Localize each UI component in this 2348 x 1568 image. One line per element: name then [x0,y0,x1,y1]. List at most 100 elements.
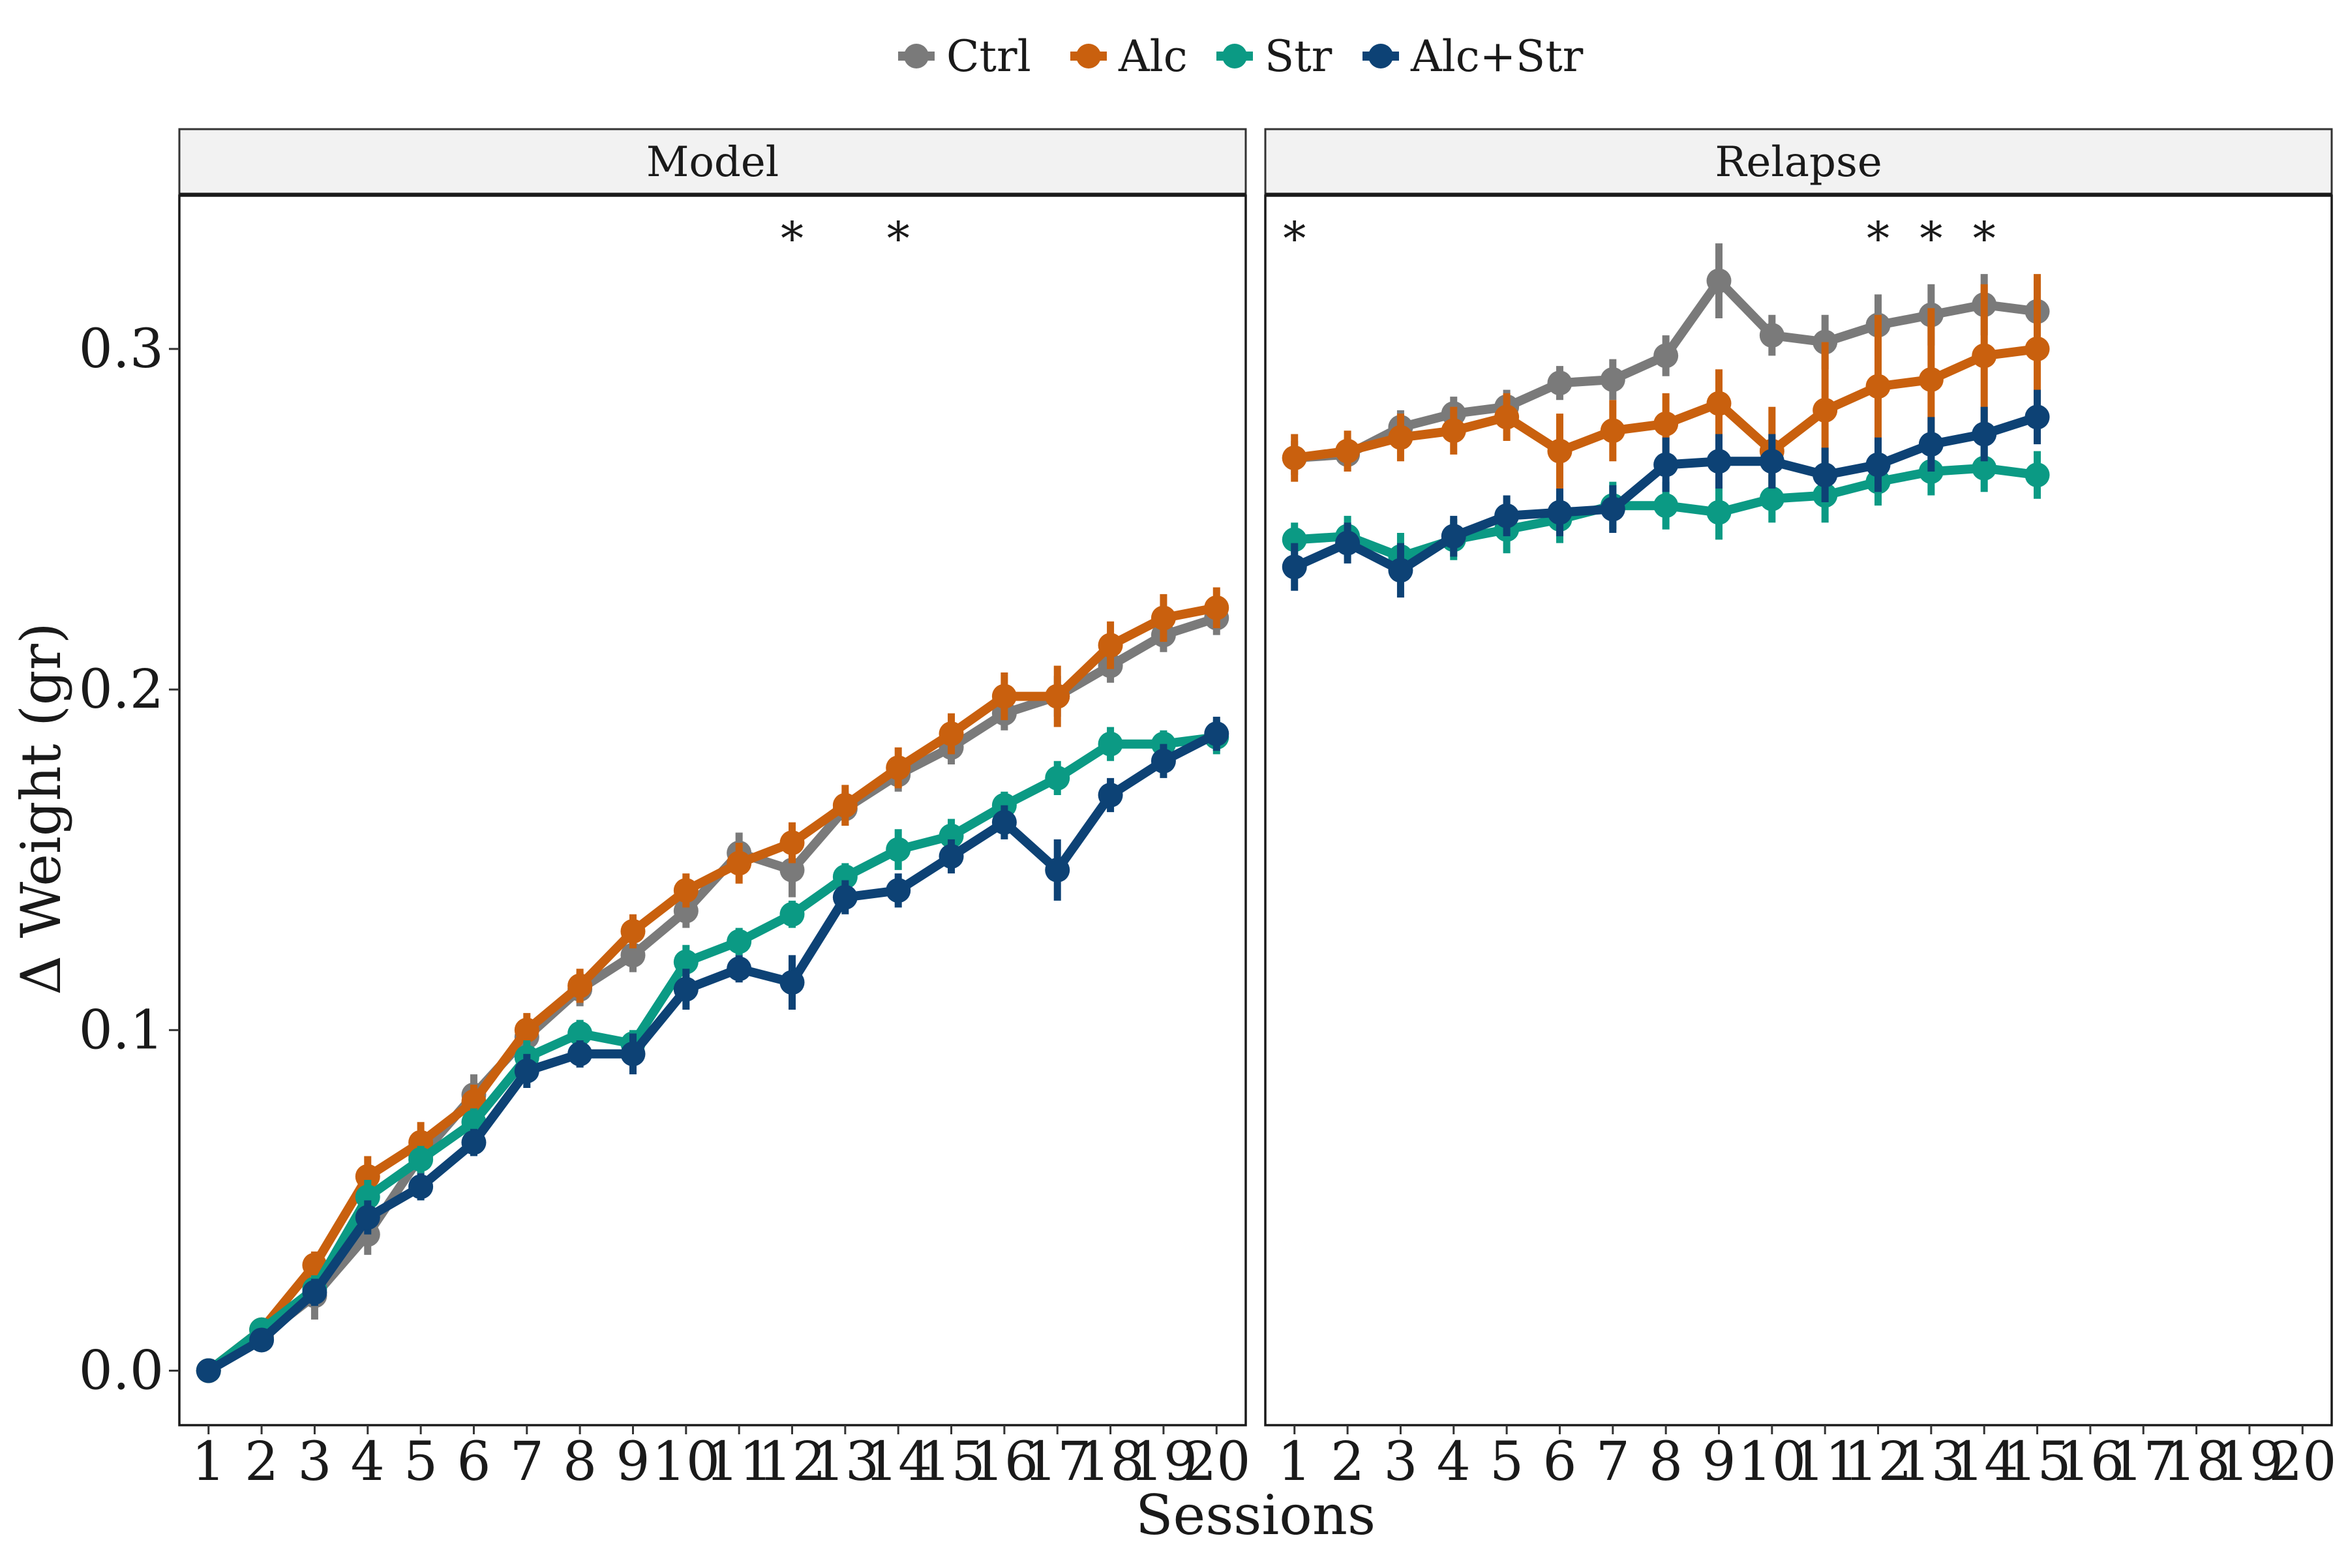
y-tick-label: 0.2 [79,659,164,721]
legend-entry-ctrl: Ctrl [898,31,1031,82]
data-point [1547,370,1573,396]
significance-star: * [1973,212,1996,265]
x-tick-label: 10 [652,1431,720,1493]
panel-border [1264,194,2333,1426]
data-point [514,1018,539,1043]
legend-key-point [904,44,929,68]
data-point [1972,455,1997,481]
data-point [567,973,593,999]
x-axis-title: Sessions [1136,1483,1376,1547]
data-point [1706,391,1732,416]
data-point [727,851,752,876]
legend-key-point [1076,44,1101,68]
panel-border [178,194,1247,1426]
data-point [779,970,805,995]
panel-strip [178,128,1247,196]
data-point [886,878,911,903]
x-tick-label: 6 [457,1431,490,1493]
legend: Ctrl Alc Str Alc+Str [898,31,1584,82]
data-point [355,1205,380,1230]
y-axis-title: Δ Weight (gr) [9,622,73,995]
x-tick-label: 19 [1130,1431,1197,1493]
data-point [673,976,699,1002]
significance-star: * [1867,212,1889,265]
data-point [832,864,858,890]
data-point [832,792,858,818]
legend-entry-alc: Alc [1070,31,1188,82]
data-point [1204,721,1229,747]
data-point [1972,343,1997,369]
data-point [1282,554,1307,580]
data-point [1098,731,1123,757]
data-point [1282,527,1307,552]
data-point [408,1147,434,1172]
data-point [408,1130,434,1155]
data-point [1204,595,1229,620]
data-point [1653,343,1679,369]
data-point [1335,530,1361,556]
x-tick-label: 11 [705,1431,773,1493]
x-tick-label: 16 [971,1431,1038,1493]
significance-star: * [887,212,910,265]
data-point [779,901,805,927]
x-tick-label: 20 [1182,1431,1250,1493]
legend-label: Ctrl [946,31,1031,82]
data-point [1045,765,1070,791]
data-point [2024,336,2050,361]
x-tick-label: 8 [1649,1431,1683,1493]
x-tick-label: 20 [2268,1431,2336,1493]
data-point [620,1041,646,1066]
x-tick-label: 13 [1897,1431,1965,1493]
data-point [2024,404,2050,430]
data-point [1388,558,1413,583]
data-point [620,918,646,944]
data-point [1918,367,1944,392]
x-tick-label: 12 [1844,1431,1912,1493]
data-point [673,949,699,974]
data-point [1759,486,1784,511]
data-point [355,1184,380,1210]
y-tick-label: 0.3 [79,318,164,380]
x-tick-label: 11 [1791,1431,1859,1493]
panel-title: Model [646,138,779,187]
x-tick-label: 2 [1331,1431,1364,1493]
significance-star: * [1283,212,1306,265]
data-point [1494,404,1520,430]
x-tick-label: 12 [758,1431,826,1493]
data-point [1972,421,1997,447]
data-point [1813,397,1838,423]
data-point [567,1041,593,1066]
data-point [1918,432,1944,457]
data-point [1441,418,1466,444]
significance-star: * [781,212,804,265]
data-point [355,1164,380,1189]
data-point [408,1174,434,1199]
data-point [727,929,752,954]
x-tick-label: 15 [2003,1431,2071,1493]
data-point [1151,748,1176,774]
data-point [1441,524,1466,549]
data-point [1098,633,1123,658]
x-tick-label: 1 [1278,1431,1312,1493]
x-tick-label: 5 [404,1431,438,1493]
data-point [567,1021,593,1046]
data-point [886,755,911,781]
data-point [939,721,964,747]
x-tick-label: 4 [1437,1431,1471,1493]
data-point [1600,418,1625,444]
data-point [779,857,805,882]
data-point [1706,268,1732,294]
legend-label: Alc+Str [1410,31,1584,82]
series-alc-str [1282,389,2050,598]
data-point [196,1358,221,1383]
data-point [1759,449,1784,474]
data-point [1813,462,1838,488]
data-point [886,837,911,862]
data-point [1653,411,1679,436]
x-tick-label: 16 [2056,1431,2124,1493]
data-point [991,684,1017,709]
x-tick-label: 6 [1543,1431,1576,1493]
